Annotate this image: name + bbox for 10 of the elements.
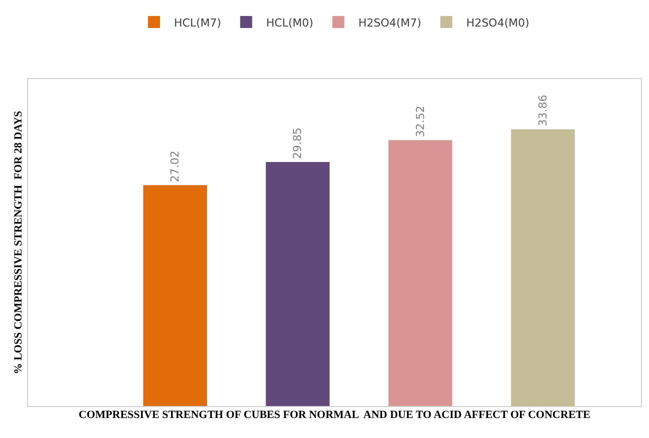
y-axis-title: % LOSS COMPRESSIVE STRENGTH FOR 28 DAYS	[12, 110, 25, 374]
legend-label: HCL(M7)	[174, 16, 222, 30]
data-label: 32.52	[414, 106, 427, 138]
legend-label: HCL(M0)	[266, 16, 314, 30]
data-label: 27.02	[168, 150, 182, 182]
legend-label: H2SO4(M0)	[466, 16, 530, 30]
data-label: 33.86	[536, 94, 550, 126]
data-label: 29.85	[291, 127, 304, 159]
legend-label: H2SO4(M7)	[358, 16, 422, 30]
x-axis-title: COMPRESSIVE STRENGTH OF CUBES FOR NORMAL AND DUE TO ACID AFFECT OF CONCRETE	[78, 409, 590, 422]
